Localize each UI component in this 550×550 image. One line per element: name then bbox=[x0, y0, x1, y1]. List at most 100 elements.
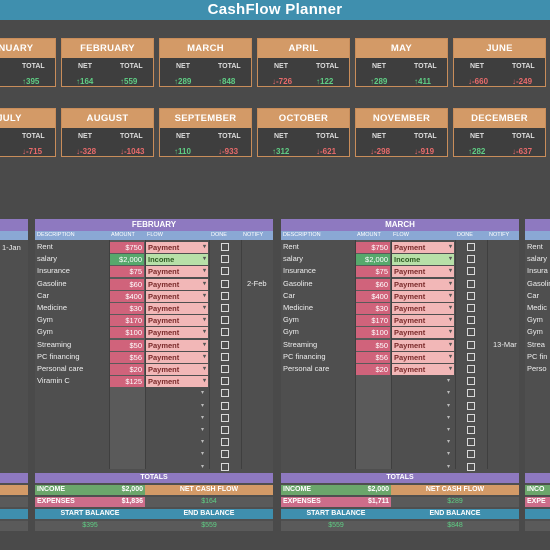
row-description[interactable]: Car bbox=[527, 290, 540, 300]
flow-dropdown[interactable]: Payment ▾ bbox=[146, 278, 208, 290]
row-description[interactable]: Medic bbox=[527, 303, 548, 312]
row-description[interactable]: Gym bbox=[527, 327, 543, 337]
done-checkbox[interactable] bbox=[221, 255, 229, 264]
row-amount[interactable]: $750 bbox=[110, 242, 144, 253]
row-description[interactable]: Gasoline bbox=[283, 278, 313, 288]
row-description[interactable]: PC financing bbox=[283, 351, 326, 361]
done-checkbox[interactable] bbox=[221, 316, 229, 325]
row-description[interactable]: Perso bbox=[527, 364, 547, 373]
flow-dropdown[interactable]: Payment ▾ bbox=[146, 376, 208, 388]
flow-dropdown[interactable]: Payment ▾ bbox=[392, 278, 454, 290]
done-checkbox[interactable] bbox=[221, 365, 229, 373]
flow-dropdown[interactable]: Payment ▾ bbox=[146, 315, 208, 327]
row-description[interactable]: salary bbox=[283, 254, 304, 264]
row-description[interactable]: salary bbox=[527, 254, 548, 264]
done-checkbox[interactable] bbox=[221, 377, 229, 386]
flow-dropdown[interactable]: Payment ▾ bbox=[392, 339, 454, 351]
row-description[interactable]: Gasoline bbox=[37, 278, 67, 288]
done-checkbox[interactable] bbox=[467, 291, 475, 300]
done-checkbox[interactable] bbox=[221, 279, 229, 288]
row-amount[interactable]: $60 bbox=[110, 278, 144, 290]
dropdown-arrow-icon[interactable]: ▾ bbox=[201, 463, 205, 470]
done-checkbox[interactable] bbox=[467, 328, 475, 337]
row-amount[interactable]: $400 bbox=[356, 290, 390, 302]
row-description[interactable]: Gym bbox=[283, 315, 299, 325]
done-checkbox[interactable] bbox=[467, 377, 475, 386]
flow-dropdown[interactable]: Payment ▾ bbox=[392, 351, 454, 363]
done-checkbox[interactable] bbox=[467, 438, 475, 447]
done-checkbox[interactable] bbox=[221, 304, 229, 312]
done-checkbox[interactable] bbox=[467, 401, 475, 410]
row-amount[interactable]: $2,000 bbox=[356, 254, 390, 266]
row-description[interactable]: Personal care bbox=[37, 364, 84, 373]
row-amount[interactable]: $125 bbox=[110, 376, 144, 388]
done-checkbox[interactable] bbox=[221, 401, 229, 410]
dropdown-arrow-icon[interactable]: ▾ bbox=[447, 390, 451, 397]
flow-dropdown[interactable]: Payment ▾ bbox=[146, 290, 208, 302]
row-amount[interactable]: $170 bbox=[356, 315, 390, 327]
done-checkbox[interactable] bbox=[467, 426, 475, 434]
done-checkbox[interactable] bbox=[467, 267, 475, 276]
dropdown-arrow-icon[interactable]: ▾ bbox=[447, 402, 451, 409]
flow-dropdown[interactable]: Income ▾ bbox=[392, 254, 454, 266]
row-description[interactable]: Rent bbox=[283, 242, 299, 251]
flow-dropdown[interactable]: Payment ▾ bbox=[392, 315, 454, 327]
dropdown-arrow-icon[interactable]: ▾ bbox=[201, 427, 205, 433]
done-checkbox[interactable] bbox=[467, 389, 475, 398]
done-checkbox[interactable] bbox=[467, 450, 475, 459]
flow-dropdown[interactable]: Income ▾ bbox=[146, 254, 208, 266]
done-checkbox[interactable] bbox=[467, 413, 475, 422]
dropdown-arrow-icon[interactable]: ▾ bbox=[201, 402, 205, 409]
done-checkbox[interactable] bbox=[221, 413, 229, 422]
row-amount[interactable]: $30 bbox=[356, 303, 390, 314]
flow-dropdown[interactable]: Payment ▾ bbox=[146, 351, 208, 363]
done-checkbox[interactable] bbox=[467, 316, 475, 325]
row-amount[interactable]: $100 bbox=[110, 327, 144, 339]
row-amount[interactable]: $75 bbox=[110, 266, 144, 278]
row-amount[interactable]: $50 bbox=[356, 339, 390, 351]
row-description[interactable]: Insurance bbox=[37, 266, 70, 276]
done-checkbox[interactable] bbox=[467, 255, 475, 264]
flow-dropdown[interactable]: Payment ▾ bbox=[146, 339, 208, 351]
row-description[interactable]: PC fin bbox=[527, 351, 548, 361]
row-amount[interactable]: $30 bbox=[110, 303, 144, 314]
row-description[interactable]: Streaming bbox=[37, 339, 72, 349]
done-checkbox[interactable] bbox=[467, 279, 475, 288]
dropdown-arrow-icon[interactable]: ▾ bbox=[201, 439, 205, 446]
done-checkbox[interactable] bbox=[221, 291, 229, 300]
row-description[interactable]: Gym bbox=[37, 327, 53, 337]
done-checkbox[interactable] bbox=[467, 340, 475, 349]
row-description[interactable]: Medicine bbox=[37, 303, 68, 312]
row-amount[interactable]: $100 bbox=[356, 327, 390, 339]
row-description[interactable]: Insura bbox=[527, 266, 548, 276]
row-description[interactable]: Car bbox=[283, 290, 296, 300]
flow-dropdown[interactable]: Payment ▾ bbox=[146, 364, 208, 375]
done-checkbox[interactable] bbox=[221, 328, 229, 337]
flow-dropdown[interactable]: Payment ▾ bbox=[392, 290, 454, 302]
done-checkbox[interactable] bbox=[467, 462, 475, 471]
done-checkbox[interactable] bbox=[221, 243, 229, 251]
done-checkbox[interactable] bbox=[467, 304, 475, 312]
row-amount[interactable]: $400 bbox=[110, 290, 144, 302]
flow-dropdown[interactable]: Payment ▾ bbox=[146, 327, 208, 339]
done-checkbox[interactable] bbox=[221, 340, 229, 349]
done-checkbox[interactable] bbox=[221, 438, 229, 447]
row-amount[interactable]: $75 bbox=[356, 266, 390, 278]
row-amount[interactable]: $750 bbox=[356, 242, 390, 253]
row-description[interactable]: Viramin C bbox=[37, 376, 70, 386]
done-checkbox[interactable] bbox=[221, 426, 229, 434]
flow-dropdown[interactable]: Payment ▾ bbox=[392, 327, 454, 339]
dropdown-arrow-icon[interactable]: ▾ bbox=[447, 463, 451, 470]
row-description[interactable]: PC financing bbox=[37, 351, 80, 361]
row-description[interactable]: Gym bbox=[527, 315, 543, 325]
row-amount[interactable]: $2,000 bbox=[110, 254, 144, 266]
row-amount[interactable]: $20 bbox=[356, 364, 390, 375]
row-description[interactable]: Streaming bbox=[283, 339, 318, 349]
done-checkbox[interactable] bbox=[467, 243, 475, 251]
row-description[interactable]: Insurance bbox=[283, 266, 316, 276]
row-description[interactable]: Gym bbox=[37, 315, 53, 325]
flow-dropdown[interactable]: Payment ▾ bbox=[392, 242, 454, 253]
done-checkbox[interactable] bbox=[221, 462, 229, 471]
dropdown-arrow-icon[interactable]: ▾ bbox=[201, 414, 205, 421]
row-amount[interactable]: $56 bbox=[356, 351, 390, 363]
